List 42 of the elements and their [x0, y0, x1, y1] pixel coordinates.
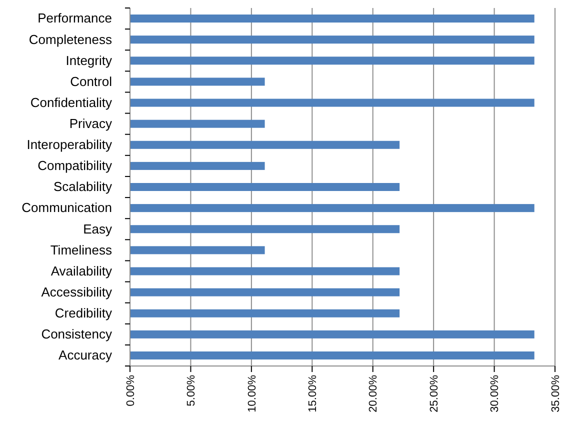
bar — [130, 162, 265, 170]
bar — [130, 56, 534, 65]
x-tick-label: 30.00% — [489, 374, 502, 412]
y-tick-label: Availability — [50, 263, 112, 278]
y-tick-label: Accessibility — [41, 284, 112, 300]
x-tick-label: 0.00% — [124, 374, 137, 406]
y-tick-label: Privacy — [69, 116, 112, 131]
bar — [130, 351, 534, 360]
bar — [130, 78, 265, 86]
y-tick-label: Integrity — [66, 52, 112, 68]
x-tick-label: 20.00% — [368, 374, 380, 412]
y-tick-label: Confidentiality — [30, 94, 112, 110]
y-tick-label: Consistency — [41, 326, 112, 342]
x-tick-label: 25.00% — [428, 374, 440, 412]
y-tick-label: Timeliness — [50, 242, 112, 258]
y-tick-label: Accuracy — [58, 348, 112, 363]
y-tick-label: Communication — [22, 200, 112, 216]
bar — [130, 288, 400, 296]
x-tick-label: 15.00% — [306, 374, 319, 412]
y-tick-label: Credibility — [54, 306, 112, 321]
y-tick-label: Scalability — [53, 179, 112, 194]
y-tick-label: Easy — [83, 221, 112, 236]
bar — [130, 183, 400, 191]
bar — [130, 246, 265, 254]
bar — [130, 225, 400, 234]
y-tick-label: Completeness — [28, 32, 112, 47]
bar — [130, 98, 534, 107]
y-tick-label: Compatibility — [38, 158, 112, 174]
x-tick-label: 5.00% — [186, 374, 198, 406]
x-tick-label: 35.00% — [550, 374, 562, 412]
bar — [130, 309, 400, 318]
bar — [130, 267, 400, 276]
bar — [130, 330, 534, 338]
bar — [130, 36, 534, 44]
bar — [130, 140, 400, 149]
y-tick-label: Interoperability — [26, 137, 112, 152]
bar — [130, 120, 265, 128]
bar — [130, 14, 534, 23]
y-tick-label: Performance — [38, 10, 112, 26]
y-tick-label: Control — [70, 74, 112, 89]
bar — [130, 204, 534, 212]
x-tick-label: 10.00% — [246, 374, 258, 412]
